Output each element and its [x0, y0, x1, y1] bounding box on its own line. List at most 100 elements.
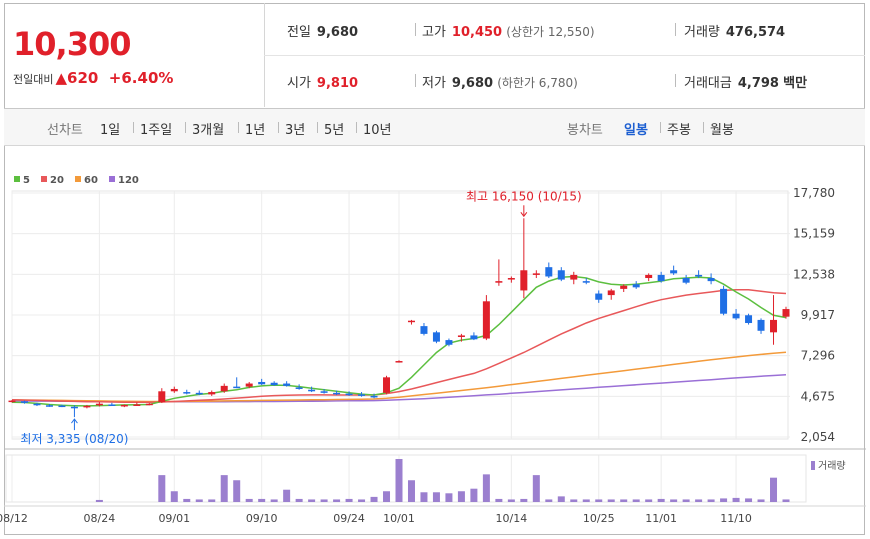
candle-body — [582, 281, 590, 283]
volume-bar — [745, 498, 753, 502]
candle-body — [70, 406, 78, 409]
legend-swatch — [75, 176, 81, 182]
volume-bar — [283, 489, 291, 502]
y-tick-label: 2,054 — [801, 430, 835, 444]
candle-body — [495, 281, 503, 283]
tab-1year[interactable]: 1년 — [245, 123, 266, 138]
x-tick-label: 10/25 — [583, 512, 615, 525]
volume-bar — [607, 499, 615, 502]
change-value: 620 — [67, 69, 99, 87]
x-tick-label: 09/24 — [333, 512, 365, 525]
candle-body — [220, 385, 228, 392]
chart-frame — [4, 3, 865, 535]
high-value: 10,450 — [451, 25, 503, 40]
volume-bar — [258, 498, 266, 502]
candle-body — [670, 270, 678, 274]
volume-bar — [295, 498, 303, 502]
candle-body — [532, 273, 540, 275]
volume-bar — [158, 475, 166, 502]
price-summary: 10,300 전일대비 ▲620 +6.40% 전일 9,680 고가 10,450 … — [4, 3, 865, 109]
volume-bar — [420, 492, 428, 502]
tab-1week[interactable]: 1주일 — [140, 123, 173, 138]
candle-body — [370, 395, 378, 398]
candle-body — [757, 319, 765, 331]
candle-body — [520, 270, 528, 291]
tab-separator — [317, 122, 318, 133]
volume-bar — [495, 498, 503, 502]
tab-candle-chart[interactable]: 봉차트 — [567, 123, 603, 138]
legend-label: 120 — [118, 175, 139, 186]
candle-body — [545, 267, 553, 277]
volume-bar — [320, 499, 328, 502]
upper-limit: (상한가 12,550) — [506, 25, 595, 39]
tab-line-chart[interactable]: 선차트 — [47, 123, 83, 138]
prev-close: 전일 9,680 — [287, 21, 358, 40]
volume-bar — [95, 499, 103, 502]
volume-bar — [270, 499, 278, 502]
trade-amount: 거래대금 4,798 백만 — [684, 72, 807, 91]
volume-bar — [445, 493, 453, 502]
tab-separator — [278, 122, 279, 133]
separator — [675, 23, 676, 36]
low-price: 저가 9,680 (하한가 6,780) — [422, 72, 578, 91]
tab-5year[interactable]: 5년 — [324, 123, 345, 138]
tab-monthly[interactable]: 월봉 — [710, 123, 734, 138]
candle-body — [470, 335, 478, 340]
legend-label: 5 — [23, 175, 30, 186]
candle-body — [482, 301, 490, 339]
candle-body — [233, 386, 241, 389]
candle-body — [407, 320, 415, 323]
tab-3year[interactable]: 3년 — [285, 123, 306, 138]
tab-separator — [356, 122, 357, 133]
amount-label: 거래대금 — [684, 76, 732, 91]
high-arrow-head — [520, 211, 528, 218]
volume-bar — [345, 498, 353, 502]
volume-bar — [407, 480, 415, 502]
tab-1day[interactable]: 1일 — [100, 123, 121, 138]
candle-body — [707, 278, 715, 282]
candle-body — [695, 274, 703, 277]
tab-weekly[interactable]: 주봉 — [667, 123, 691, 138]
tab-10year[interactable]: 10년 — [363, 123, 392, 138]
volume-bar — [695, 499, 703, 502]
low-value: 9,680 — [451, 76, 494, 91]
x-tick-label: 10/14 — [496, 512, 528, 525]
candle-body — [333, 392, 341, 395]
y-tick-label: 9,917 — [801, 308, 835, 322]
tab-separator — [185, 122, 186, 133]
volume-legend-label: 거래량 — [818, 460, 846, 472]
candle-body — [432, 332, 440, 342]
up-arrow-icon: ▲ — [55, 69, 68, 87]
x-tick-label: 11/01 — [645, 512, 677, 525]
volume-bar — [245, 498, 253, 502]
volume-bar — [183, 498, 191, 502]
tab-daily[interactable]: 일봉 — [624, 123, 648, 138]
volume-bar — [532, 475, 540, 502]
open-label: 시가 — [287, 76, 311, 91]
volume-bar — [195, 499, 203, 502]
candle-body — [308, 389, 316, 392]
volume-bar — [432, 492, 440, 502]
x-tick-label: 09/01 — [158, 512, 190, 525]
legend-swatch — [41, 176, 47, 182]
volume-legend-swatch — [811, 461, 815, 470]
volume-bar — [707, 499, 715, 502]
volume-bar — [782, 499, 790, 502]
candle-body — [295, 387, 303, 389]
candle-body — [195, 392, 203, 395]
volume-bar — [657, 498, 665, 502]
candle-body — [45, 405, 53, 407]
candle-body — [657, 274, 665, 282]
tab-3month[interactable]: 3개월 — [192, 123, 225, 138]
candle-body — [570, 274, 578, 280]
candle-body — [620, 285, 628, 289]
candle-body — [770, 319, 778, 333]
y-tick-label: 7,296 — [801, 349, 835, 363]
candle-body — [732, 313, 740, 319]
x-tick-label: 11/10 — [720, 512, 752, 525]
tab-separator — [703, 122, 704, 133]
volume-bar — [233, 480, 241, 502]
candle-body — [720, 288, 728, 314]
candle-body — [33, 403, 41, 406]
candle-body — [645, 274, 653, 279]
